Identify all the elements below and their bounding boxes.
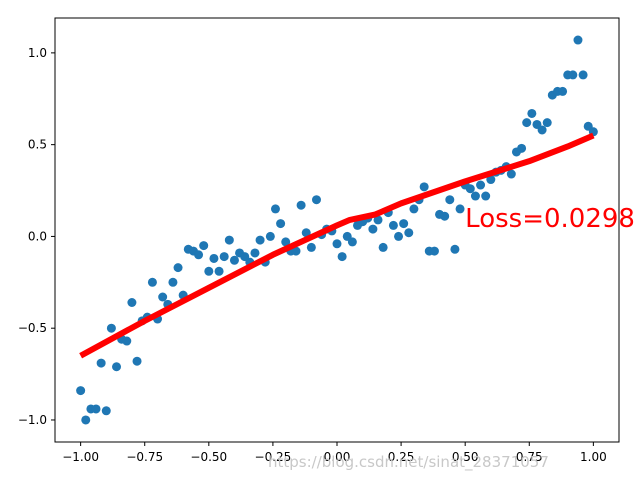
scatter-point bbox=[281, 237, 291, 247]
scatter-point bbox=[270, 204, 280, 214]
scatter-point bbox=[291, 246, 301, 256]
scatter-point bbox=[470, 191, 480, 201]
scatter-point bbox=[419, 182, 429, 192]
scatter-point bbox=[122, 336, 132, 346]
scatter-point bbox=[455, 204, 465, 214]
x-tick-label: −0.50 bbox=[190, 450, 227, 464]
scatter-point bbox=[573, 35, 583, 45]
scatter-point bbox=[76, 386, 86, 396]
loss-annotation: Loss=0.0298 bbox=[465, 204, 635, 234]
scatter-point bbox=[465, 184, 475, 194]
scatter-point bbox=[506, 169, 516, 179]
x-tick-label: 0.50 bbox=[452, 450, 479, 464]
scatter-point bbox=[517, 143, 527, 153]
scatter-point bbox=[337, 252, 347, 262]
scatter-point bbox=[578, 70, 588, 80]
scatter-point bbox=[101, 406, 111, 416]
scatter-point bbox=[542, 118, 552, 128]
scatter-point bbox=[199, 241, 209, 251]
x-tick-label: 0.00 bbox=[324, 450, 351, 464]
y-tick-label: 0.0 bbox=[28, 229, 47, 243]
scatter-point bbox=[399, 219, 409, 229]
scatter-point bbox=[311, 195, 321, 205]
scatter-point bbox=[568, 70, 578, 80]
scatter-point bbox=[537, 125, 547, 135]
scatter-point bbox=[440, 211, 450, 221]
scatter-point bbox=[229, 255, 239, 265]
scatter-point bbox=[265, 231, 275, 241]
x-tick-label: 0.75 bbox=[516, 450, 543, 464]
x-tick-label: 0.25 bbox=[388, 450, 415, 464]
watermark: https://blog.csdn.net/sinat_28371057 bbox=[268, 453, 549, 472]
scatter-point bbox=[255, 235, 265, 245]
x-tick-label: −0.75 bbox=[126, 450, 163, 464]
x-tick-label: 1.00 bbox=[580, 450, 607, 464]
scatter-point bbox=[409, 204, 419, 214]
scatter-point bbox=[276, 219, 286, 229]
y-tick-label: 0.5 bbox=[28, 138, 47, 152]
y-axis: 1.0 0.5 0.0 −0.5 −1.0 bbox=[18, 46, 55, 427]
scatter-point bbox=[250, 248, 260, 258]
scatter-point bbox=[481, 191, 491, 201]
scatter-point bbox=[214, 266, 224, 276]
scatter-point bbox=[204, 266, 214, 276]
scatter-point bbox=[301, 228, 311, 238]
scatter-point bbox=[522, 118, 532, 128]
scatter-point bbox=[332, 239, 342, 249]
x-tick-label: −1.00 bbox=[62, 450, 99, 464]
y-tick-label: 1.0 bbox=[28, 46, 47, 60]
scatter-point bbox=[429, 246, 439, 256]
scatter-point bbox=[132, 356, 142, 366]
scatter-point bbox=[168, 277, 178, 287]
scatter-point bbox=[378, 242, 388, 252]
scatter-point bbox=[296, 200, 306, 210]
x-axis: −1.00 −0.75 −0.50 −0.25 0.00 0.25 0.50 0.75 1.00 bbox=[62, 442, 607, 464]
scatter-point bbox=[224, 235, 234, 245]
scatter-point bbox=[527, 108, 537, 118]
scatter-point bbox=[209, 253, 219, 263]
scatter-point bbox=[486, 175, 496, 185]
x-tick-label: −0.25 bbox=[255, 450, 292, 464]
scatter-point bbox=[173, 263, 183, 273]
scatter-point bbox=[404, 228, 414, 238]
scatter-point bbox=[91, 404, 101, 414]
scatter-point bbox=[219, 252, 229, 262]
scatter-point bbox=[96, 358, 106, 368]
scatter-point bbox=[394, 231, 404, 241]
scatter-point bbox=[81, 415, 91, 425]
scatter-point bbox=[158, 292, 168, 302]
scatter-point bbox=[306, 242, 316, 252]
scatter-point bbox=[445, 195, 455, 205]
scatter-point bbox=[368, 224, 378, 234]
scatter-point bbox=[388, 220, 398, 230]
scatter-point bbox=[450, 244, 460, 254]
scatter-point bbox=[373, 215, 383, 225]
scatter-point bbox=[194, 250, 204, 260]
scatter-point bbox=[106, 323, 116, 333]
y-tick-label: −0.5 bbox=[18, 321, 47, 335]
scatter-point bbox=[147, 277, 157, 287]
scatter-point bbox=[112, 362, 122, 372]
fit-line bbox=[79, 132, 595, 359]
scatter-point bbox=[347, 237, 357, 247]
fit-line-layer bbox=[79, 132, 595, 359]
y-tick-label: −1.0 bbox=[18, 413, 47, 427]
scatter-point bbox=[558, 86, 568, 96]
scatter-point bbox=[127, 298, 137, 308]
scatter-point bbox=[476, 180, 486, 190]
